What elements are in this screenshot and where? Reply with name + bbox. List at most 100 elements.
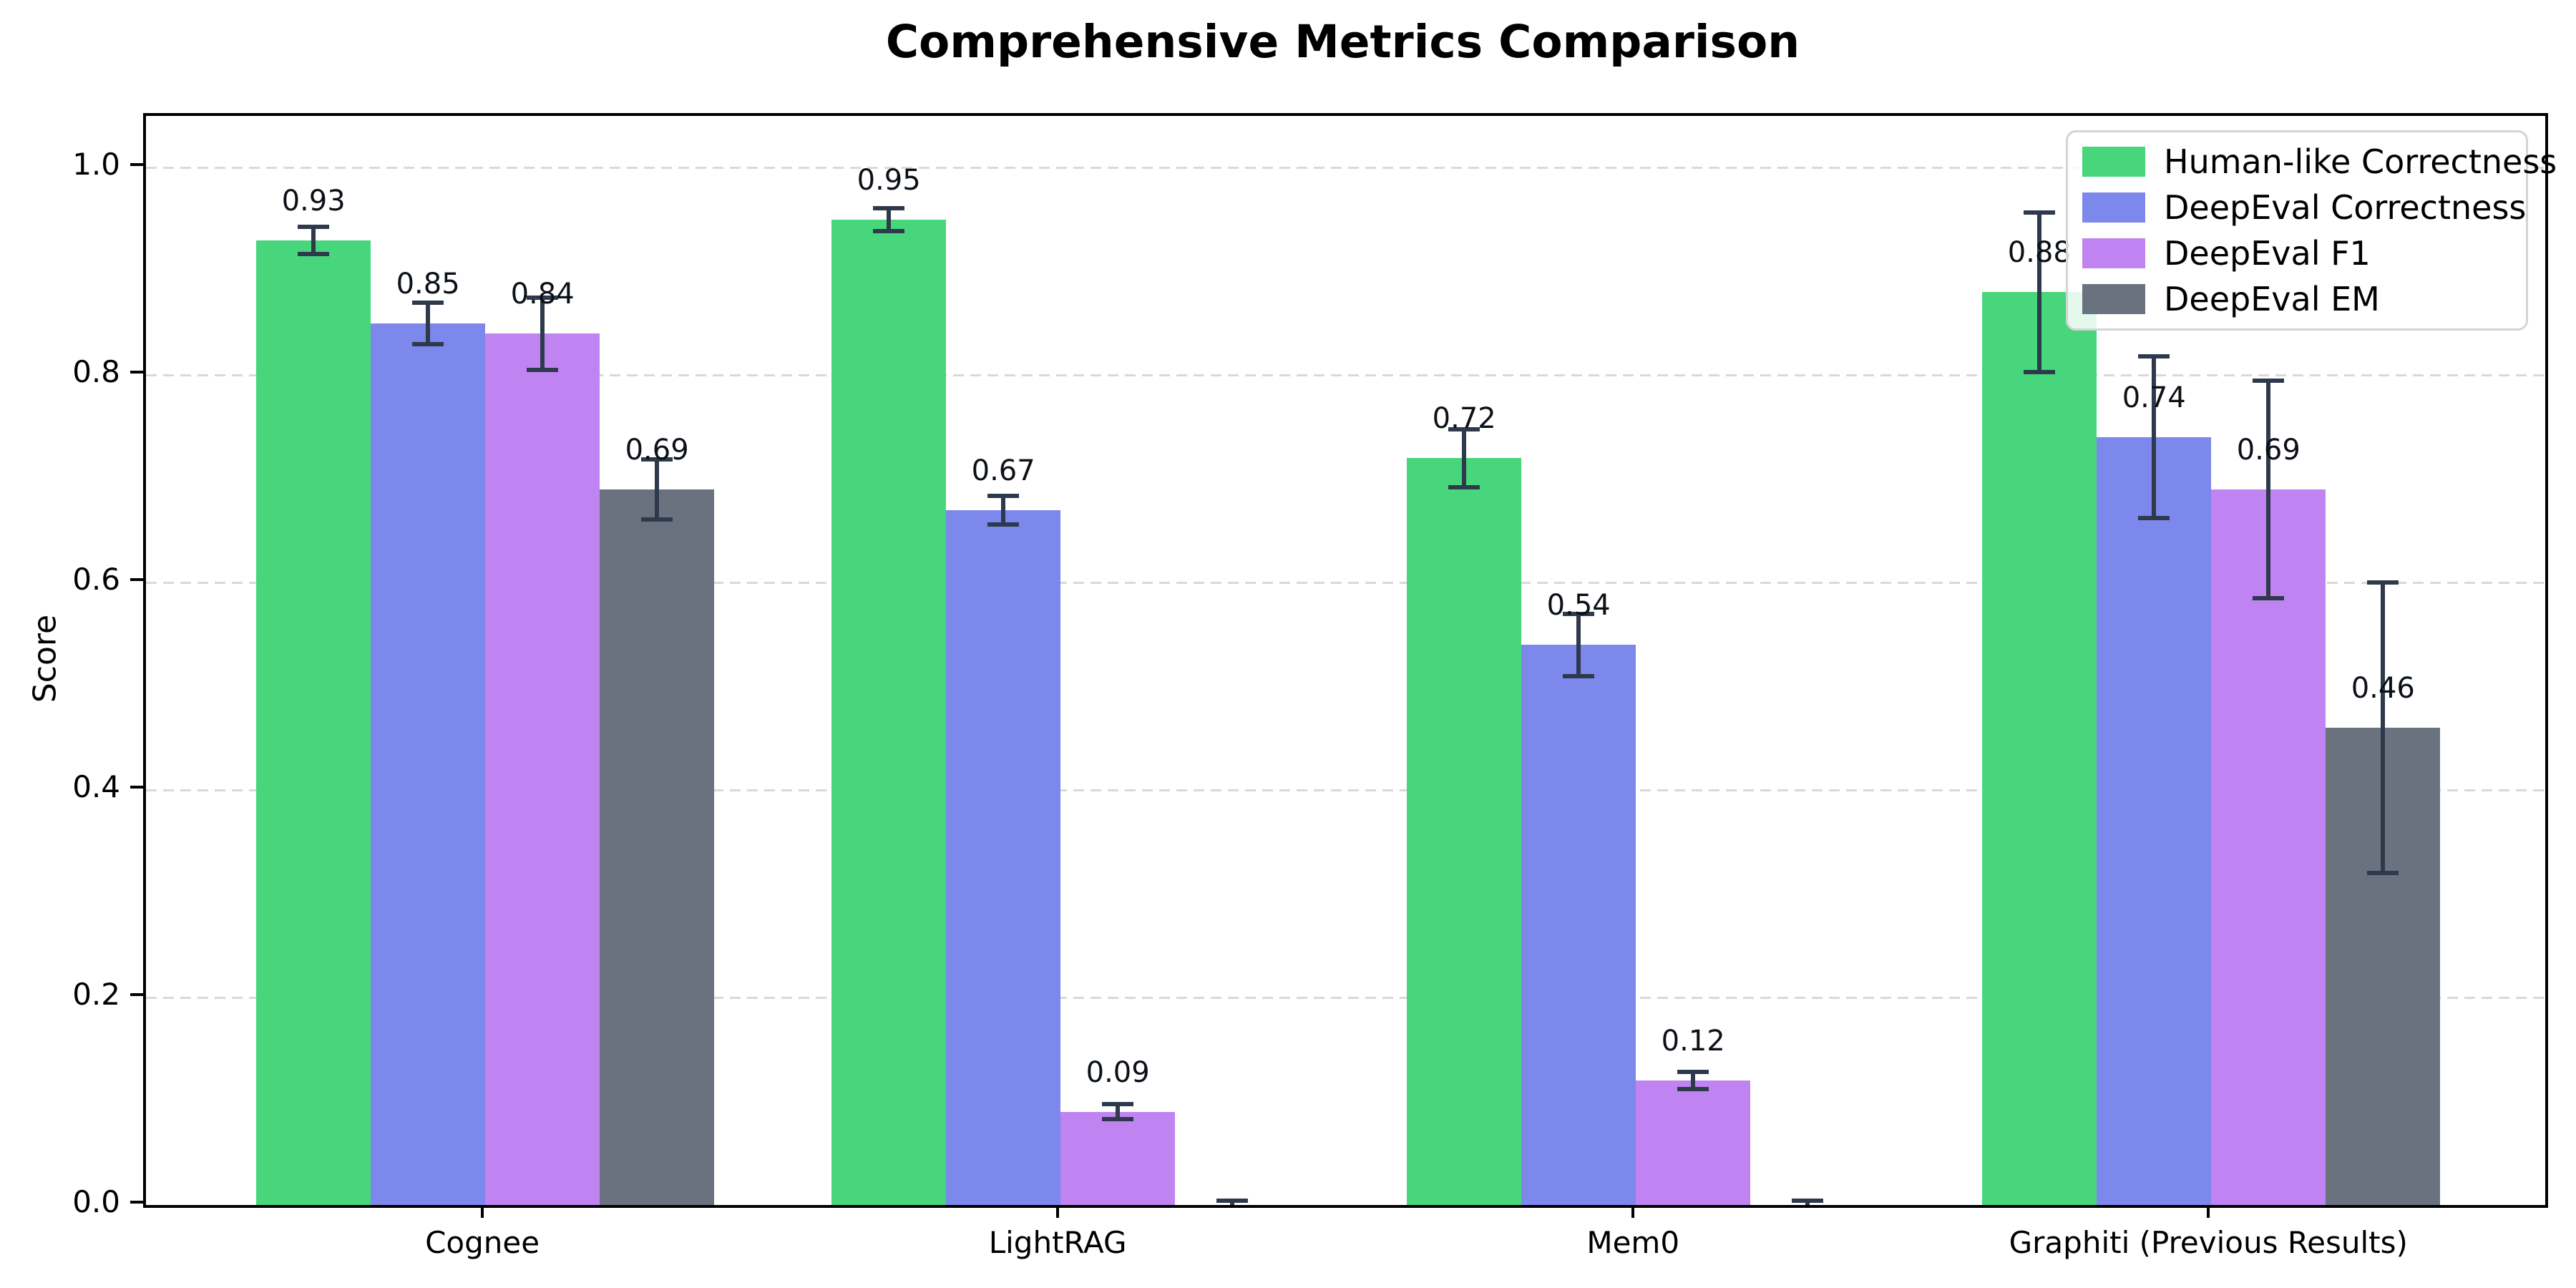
legend-label: DeepEval Correctness [2164,188,2527,227]
error-bar [887,208,892,231]
bar [1636,1080,1751,1205]
legend: Human-like Correctness DeepEval Correctne… [2066,130,2557,331]
y-tick-mark [130,993,143,997]
bar-value-label: 0.95 [857,163,921,197]
error-bar-cap [1448,484,1480,489]
error-bar-cap [873,228,905,233]
bar-value-label: 0.72 [1432,402,1496,436]
bar [371,323,486,1205]
bar-value-label: 0.85 [396,267,460,301]
x-tick-label: LightRAG [988,1225,1127,1260]
y-tick-label: 0.0 [72,1184,120,1219]
bar [600,489,715,1205]
legend-item: DeepEval Correctness [2082,188,2526,227]
error-bar-cap [987,522,1020,527]
error-bar [311,227,316,254]
legend-label: DeepEval EM [2164,280,2380,318]
bar-value-label: 0.93 [281,184,346,218]
legend-swatch [2082,192,2145,223]
bar [1407,458,1522,1205]
error-bar-cap [1216,1199,1249,1204]
error-bar-cap [527,295,559,300]
y-axis-label: Score [26,614,64,703]
y-tick-label: 0.4 [72,769,120,805]
error-bar-cap [2138,354,2170,359]
y-tick-mark [130,1201,143,1204]
error-bar-cap [2253,378,2285,383]
error-bar-cap [412,341,444,346]
error-bar-cap [2367,580,2399,585]
error-bar-cap [527,368,559,373]
y-tick-mark [130,163,143,167]
gridline [146,374,2545,376]
bar [1982,292,2097,1205]
error-bar-cap [412,300,444,305]
error-bar-cap [1448,426,1480,431]
error-bar [655,459,660,519]
error-bar-cap [2253,596,2285,601]
bar-value-label: 0.74 [2122,381,2186,415]
error-bar-cap [1792,1207,1823,1208]
legend-swatch [2082,147,2145,177]
x-tick-mark [1631,1205,1635,1218]
error-bar [1001,495,1006,525]
gridline [146,996,2545,999]
chart-title: Comprehensive Metrics Comparison [885,16,1800,68]
bar [831,219,947,1205]
bar-value-label: 0.69 [2236,433,2301,467]
error-bar-cap [873,206,905,210]
x-tick-mark [2207,1205,2210,1218]
error-bar [426,302,431,344]
x-tick-label: Cognee [425,1225,540,1260]
bar [1060,1111,1176,1205]
legend-swatch [2082,284,2145,314]
y-tick-label: 0.6 [72,562,120,597]
x-tick-label: Graphiti (Previous Results) [2009,1225,2408,1260]
error-bar-cap [2367,871,2399,876]
error-bar [2381,582,2386,874]
x-tick-mark [1056,1205,1060,1218]
y-tick-label: 1.0 [72,147,120,182]
error-bar [1691,1072,1696,1089]
error-bar-cap [1102,1102,1134,1107]
bar [946,509,1061,1205]
bar-value-label: 0.12 [1661,1025,1725,1058]
error-bar-cap [641,517,673,522]
y-tick-mark [130,578,143,582]
error-bar-cap [298,225,330,230]
x-tick-mark [481,1205,484,1218]
error-bar [2152,356,2157,519]
bar-value-label: 0.88 [2007,236,2072,270]
legend-item: DeepEval F1 [2082,234,2512,273]
error-bar [1576,613,1581,676]
legend-label: Human-like Correctness [2164,142,2557,181]
legend-swatch [2082,238,2145,268]
error-bar-cap [1792,1199,1824,1204]
bar-value-label: 0.54 [1546,589,1611,623]
error-bar-cap [1216,1207,1248,1208]
error-bar-cap [2024,210,2056,215]
legend-item: Human-like Correctness [2082,142,2557,181]
error-bar [2266,380,2271,599]
error-bar-cap [987,493,1020,498]
legend-label: DeepEval F1 [2164,234,2371,273]
error-bar-cap [298,251,330,256]
error-bar [2037,212,2042,373]
error-bar-cap [1563,673,1595,678]
error-bar [1462,429,1467,487]
bar-value-label: 0.84 [510,278,575,311]
error-bar-cap [2138,516,2170,521]
y-tick-mark [130,786,143,789]
bar [2211,489,2326,1205]
error-bar-cap [1563,611,1595,616]
bar [485,333,600,1205]
bar-value-label: 0.69 [625,433,689,467]
y-tick-mark [130,371,143,374]
bar-value-label: 0.46 [2351,672,2415,706]
gridline [146,581,2545,584]
error-bar-cap [1102,1116,1134,1121]
legend-item: DeepEval EM [2082,280,2512,318]
error-bar [540,297,545,371]
bar [256,240,371,1205]
